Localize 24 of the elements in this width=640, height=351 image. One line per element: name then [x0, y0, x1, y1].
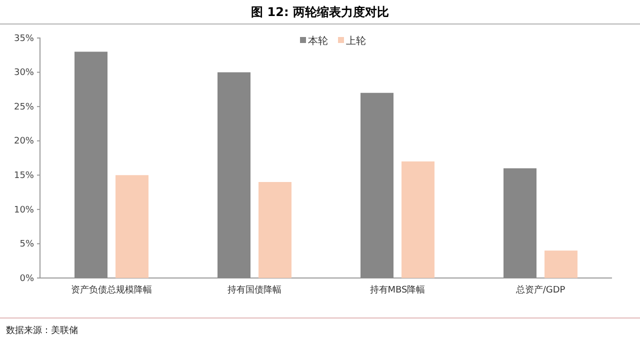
y-tick-label: 10% — [14, 205, 34, 216]
y-tick-label: 20% — [14, 136, 34, 147]
y-tick-label: 15% — [14, 171, 34, 182]
legend-label: 本轮 — [308, 35, 328, 47]
x-tick-label: 资产负债总规模降幅 — [71, 284, 152, 296]
y-tick-label: 30% — [14, 68, 34, 78]
source-note: 数据来源：美联储 — [6, 325, 78, 336]
bar — [258, 182, 292, 278]
bar — [504, 168, 536, 278]
chart-title: 图 12: 两轮缩表力度对比 — [251, 5, 389, 19]
x-tick-label: 总资产/GDP — [514, 284, 566, 296]
bar — [360, 92, 394, 278]
y-tick-label: 25% — [14, 102, 34, 112]
bar — [402, 161, 434, 278]
bar — [544, 250, 578, 278]
y-tick-label: 0% — [20, 274, 34, 284]
bar — [74, 52, 108, 278]
y-tick-label: 35% — [14, 34, 34, 44]
x-tick-label: 持有MBS降幅 — [370, 284, 426, 296]
x-tick-label: 持有国债降幅 — [228, 284, 282, 296]
bar — [218, 72, 250, 278]
bar — [116, 175, 148, 278]
legend-label: 上轮 — [346, 35, 366, 47]
y-tick-label: 5% — [20, 240, 34, 250]
